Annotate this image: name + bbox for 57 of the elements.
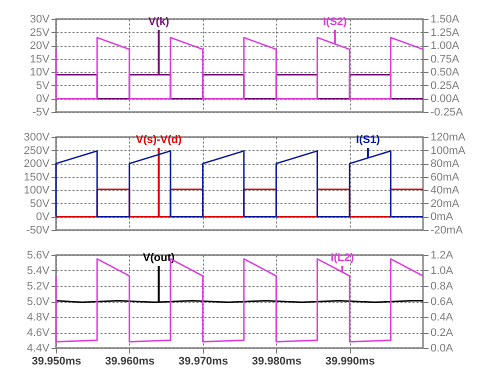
y2-tick-label: 0.2A bbox=[430, 327, 454, 339]
y-tick-label: 4.4V bbox=[26, 342, 50, 354]
y2-tick-label: 0.6A bbox=[430, 296, 454, 308]
y2-tick-label: 40mA bbox=[430, 184, 460, 197]
y-tick-label: -50V bbox=[26, 224, 50, 236]
series-label: I(S2) bbox=[323, 16, 348, 28]
y-tick-label: -5V bbox=[32, 106, 50, 118]
y2-tick-label: 80mA bbox=[430, 158, 460, 170]
x-tick-label: 39.960ms bbox=[105, 356, 155, 368]
y-tick-label: 5.4V bbox=[26, 265, 50, 277]
y2-tick-label: -0.25A bbox=[430, 106, 464, 118]
y-tick-label: 5.6V bbox=[26, 250, 50, 262]
y-tick-label: 5V bbox=[36, 80, 50, 92]
y2-tick-label: 0.00A bbox=[430, 93, 460, 106]
x-tick-label: 39.970ms bbox=[178, 356, 228, 368]
y-tick-label: 5.2V bbox=[26, 280, 50, 292]
y2-tick-label: 100mA bbox=[430, 144, 466, 157]
y-tick-label: 15V bbox=[30, 53, 50, 66]
y-tick-label: 0V bbox=[36, 93, 50, 106]
x-tick-label: 39.950ms bbox=[32, 356, 82, 368]
x-tick-label: 39.990ms bbox=[325, 356, 375, 368]
text: V(s)-V(d) bbox=[136, 134, 182, 146]
y-tick-label: 4.6V bbox=[26, 327, 50, 339]
y2-tick-label: 1.00A bbox=[430, 40, 460, 52]
y-tick-label: 100V bbox=[24, 184, 50, 197]
y2-tick-label: 20mA bbox=[430, 198, 460, 210]
y-tick-label: 250V bbox=[24, 144, 50, 157]
y2-tick-label: 1.0A bbox=[430, 265, 454, 277]
y2-tick-label: 1.50A bbox=[430, 14, 460, 26]
text: V(k) bbox=[148, 16, 170, 28]
y2-tick-label: 0.8A bbox=[430, 280, 454, 292]
y-tick-label: 0V bbox=[36, 211, 50, 224]
y2-tick-label: 0.75A bbox=[430, 53, 460, 66]
y-tick-label: 5.0V bbox=[26, 296, 50, 308]
y2-tick-label: 0.25A bbox=[430, 80, 460, 92]
y-tick-label: 25V bbox=[30, 26, 50, 39]
y-tick-label: 50V bbox=[30, 198, 50, 210]
y-tick-label: 4.8V bbox=[26, 312, 50, 324]
y2-tick-label: -20mA bbox=[430, 224, 464, 236]
y-tick-label: 30V bbox=[30, 14, 50, 26]
y2-tick-label: 120mA bbox=[430, 132, 466, 144]
x-tick-label: 39.980ms bbox=[252, 356, 302, 368]
y2-tick-label: 0mA bbox=[430, 211, 454, 224]
series-label: I(L2) bbox=[330, 252, 354, 264]
y-tick-label: 10V bbox=[30, 66, 50, 79]
y-tick-label: 300V bbox=[24, 132, 50, 144]
y-tick-label: 200V bbox=[24, 158, 50, 170]
series-label: I(S1) bbox=[356, 134, 380, 146]
y-tick-label: 150V bbox=[24, 171, 50, 184]
y2-tick-label: 60mA bbox=[430, 171, 460, 184]
y2-tick-label: 1.2A bbox=[430, 250, 454, 262]
y2-tick-label: 0.50A bbox=[430, 66, 460, 79]
y2-tick-label: 1.25A bbox=[430, 26, 460, 39]
y-tick-label: 20V bbox=[30, 40, 50, 52]
y2-tick-label: 0.0A bbox=[430, 342, 454, 354]
text: V(out) bbox=[142, 252, 175, 264]
y2-tick-label: 0.4A bbox=[430, 312, 454, 324]
